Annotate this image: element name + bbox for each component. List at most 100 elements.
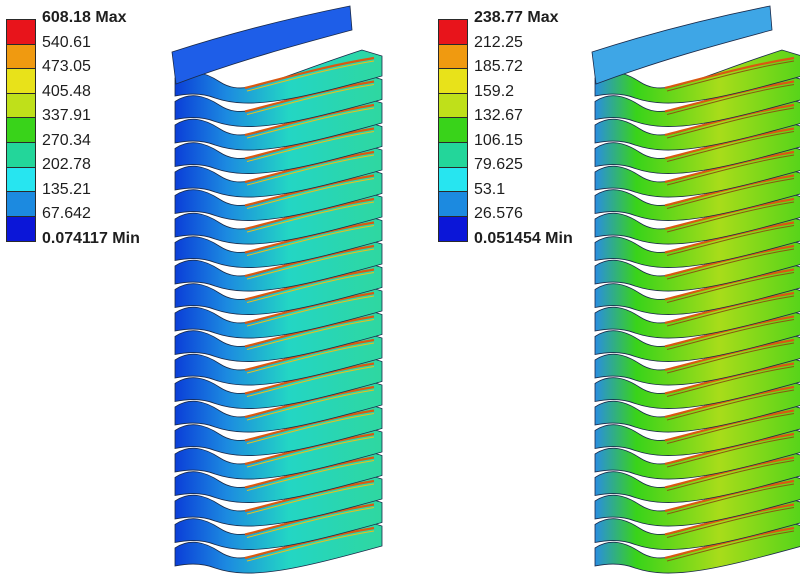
fin-stripe xyxy=(666,107,795,139)
fin-stripe xyxy=(246,295,375,327)
fin-stripe xyxy=(244,197,375,231)
top-shroud xyxy=(171,5,353,85)
right-legend-value: 185.72 xyxy=(474,58,523,75)
fin-stripe xyxy=(246,530,375,562)
left-legend-value: 405.48 xyxy=(42,83,91,100)
left-legend-value: 540.61 xyxy=(42,34,91,51)
left-legend-value: 270.34 xyxy=(42,132,91,149)
right-legend-value: 159.2 xyxy=(474,83,515,100)
fin-stripe xyxy=(246,319,375,350)
fin-stripe xyxy=(664,479,795,513)
fin-stripe xyxy=(664,338,795,372)
legend-swatch xyxy=(439,44,467,70)
fin-stripe xyxy=(666,366,795,397)
fin-stripe xyxy=(244,456,375,489)
fin-stripe xyxy=(664,103,795,137)
legend-swatch xyxy=(7,142,35,168)
legend-swatch xyxy=(439,118,467,143)
legend-swatch xyxy=(439,216,467,242)
fin-stripe xyxy=(246,225,375,256)
fin-stripe xyxy=(666,84,795,115)
legend-swatch xyxy=(439,192,467,217)
right-result-panel: 238.77 Max 212.25 185.72 159.2 132.67 10… xyxy=(400,0,800,575)
fin-stripe xyxy=(666,131,795,162)
fin-stripe xyxy=(246,460,375,491)
fin-stripe xyxy=(244,268,375,301)
fin-stripe xyxy=(246,248,375,280)
fin-stripe xyxy=(664,244,795,278)
fin-stripe xyxy=(244,315,375,348)
right-legend-min: 0.051454 Min xyxy=(474,230,573,247)
fin-stripe xyxy=(244,244,375,278)
left-legend-max: 608.18 Max xyxy=(42,9,127,26)
fin-stripe xyxy=(246,413,375,444)
fin-stripe xyxy=(664,56,795,90)
fin-stripe xyxy=(244,221,375,254)
fin-stripe xyxy=(666,413,795,444)
fin-stripe xyxy=(244,150,375,184)
fin-stripe xyxy=(244,80,375,113)
legend-swatch xyxy=(439,93,467,119)
fin-plate xyxy=(174,49,383,104)
right-legend-value: 79.625 xyxy=(474,156,523,173)
right-contour-model xyxy=(591,5,800,574)
fin-stripe xyxy=(244,338,375,372)
fin-stripe xyxy=(664,503,795,536)
left-legend-value: 135.21 xyxy=(42,181,91,198)
fin-stripe xyxy=(664,456,795,489)
fin-stripe xyxy=(246,366,375,397)
fin-stripe xyxy=(246,436,375,468)
fin-stripe xyxy=(664,221,795,254)
fin-stripe xyxy=(246,483,375,515)
fin-stripe xyxy=(246,507,375,538)
top-shroud xyxy=(591,5,773,85)
fin-stripe xyxy=(246,342,375,374)
left-legend-value: 337.91 xyxy=(42,107,91,124)
fin-stripe xyxy=(246,201,375,233)
fin-stripe xyxy=(666,436,795,468)
fin-stripe xyxy=(244,385,375,419)
legend-swatch xyxy=(7,216,35,242)
fin-stripe xyxy=(666,319,795,350)
fin-stripe xyxy=(244,409,375,442)
fin-stripe xyxy=(666,460,795,491)
fin-stripe xyxy=(244,362,375,395)
fin-stripe xyxy=(666,60,795,92)
fin-stripe xyxy=(244,291,375,325)
fin-stripe xyxy=(664,150,795,184)
legend-swatch xyxy=(7,118,35,143)
legend-swatch xyxy=(7,192,35,217)
fin-stripe xyxy=(666,225,795,256)
fin-stripe xyxy=(664,268,795,301)
fin-stripe xyxy=(664,526,795,560)
fin-stripe xyxy=(246,84,375,115)
fin-stripe xyxy=(666,530,795,562)
fin-stripe xyxy=(666,389,795,421)
fin-stripe xyxy=(246,131,375,162)
fin-stripe xyxy=(666,272,795,303)
fin-stripe xyxy=(664,80,795,113)
legend-swatch xyxy=(439,167,467,193)
fin-stripe xyxy=(244,526,375,560)
fin-stripe xyxy=(666,295,795,327)
right-legend-value: 53.1 xyxy=(474,181,506,198)
fin-stripe xyxy=(244,127,375,160)
left-legend-value: 202.78 xyxy=(42,156,91,173)
fin-stripe xyxy=(664,127,795,160)
fin-stripe xyxy=(664,409,795,442)
legend-swatch xyxy=(7,20,35,45)
fin-plate xyxy=(594,49,800,104)
left-contour-model xyxy=(171,5,383,574)
legend-swatch xyxy=(7,167,35,193)
right-legend-value: 106.15 xyxy=(474,132,523,149)
fin-stripe xyxy=(246,272,375,303)
fin-stripe xyxy=(666,178,795,209)
fin-stripe xyxy=(664,174,795,207)
fin-stripe xyxy=(244,56,375,90)
fin-stripe xyxy=(666,342,795,374)
right-legend-value: 212.25 xyxy=(474,34,523,51)
fin-stripe xyxy=(246,389,375,421)
left-legend-min: 0.074117 Min xyxy=(42,230,140,247)
left-legend-value: 67.642 xyxy=(42,205,91,222)
fin-stripe xyxy=(664,291,795,325)
